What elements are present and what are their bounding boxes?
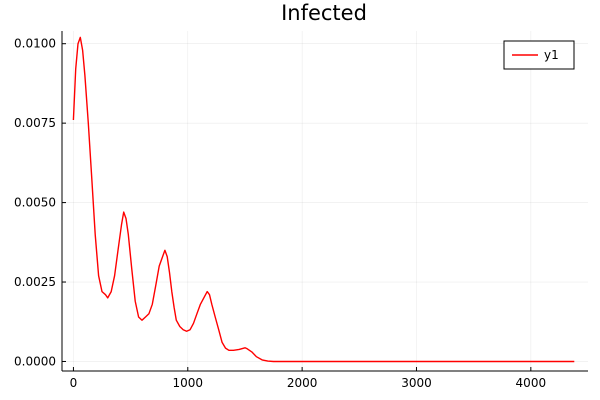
y-tick-label: 0.0100 [14, 37, 56, 51]
x-tick-label: 0 [70, 376, 78, 390]
y-tick-label: 0.0000 [14, 354, 56, 368]
series-line-y1 [72, 36, 575, 363]
x-tick-label: 4000 [516, 376, 547, 390]
legend: y1 [503, 40, 575, 70]
legend-label: y1 [544, 48, 559, 62]
y-tick-label: 0.0050 [14, 196, 56, 210]
y-tick-label: 0.0075 [14, 116, 56, 130]
x-tick-label: 3000 [401, 376, 432, 390]
series-layer [72, 36, 575, 363]
chart-title: Infected [281, 1, 367, 25]
axes: 0 1000 2000 3000 4000 0.0000 0.0025 0.0050 0.007… [14, 31, 588, 390]
x-tick-label: 1000 [173, 376, 204, 390]
x-tick-label: 2000 [287, 376, 318, 390]
y-tick-label: 0.0025 [14, 275, 56, 289]
